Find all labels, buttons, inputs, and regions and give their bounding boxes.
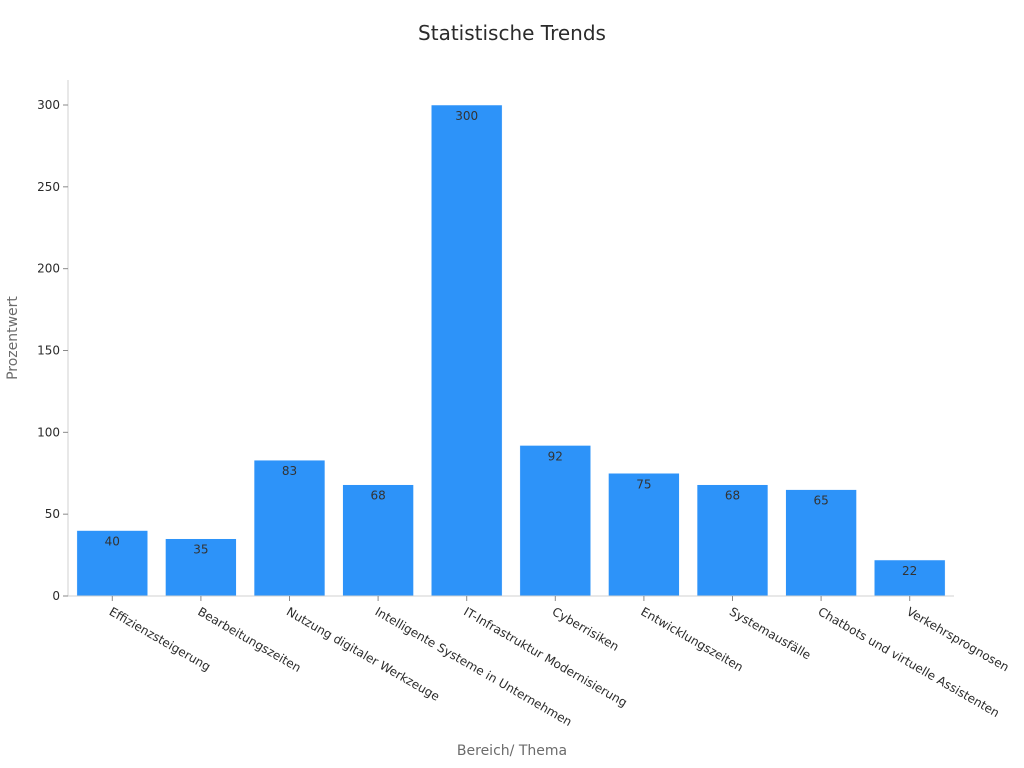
x-tick-label: Systemausfälle bbox=[727, 604, 813, 662]
y-axis-title: Prozentwert bbox=[5, 296, 21, 380]
bar bbox=[165, 538, 237, 597]
bar bbox=[431, 104, 503, 597]
bar bbox=[253, 459, 326, 597]
x-axis-title: Bereich/ Thema bbox=[457, 743, 567, 759]
chart-title: Statistische Trends bbox=[418, 21, 606, 45]
x-tick-label: Nutzung digitaler Werkzeuge bbox=[284, 604, 442, 703]
y-tick-label: 0 bbox=[52, 589, 60, 603]
data-labels-group: 40 35 83 68 300 92 75 68 65 22 bbox=[105, 109, 918, 578]
bar bbox=[696, 484, 769, 597]
bar bbox=[785, 489, 857, 597]
y-tick-label: 250 bbox=[37, 180, 60, 194]
bar-value-label: 83 bbox=[282, 464, 297, 478]
bar bbox=[874, 559, 946, 597]
bar-value-label: 40 bbox=[105, 535, 120, 549]
y-tick-label: 300 bbox=[37, 98, 60, 112]
x-tick-label: Chatbots und virtuelle Assistenten bbox=[816, 604, 1002, 720]
y-tick-label: 150 bbox=[37, 344, 60, 358]
bar bbox=[608, 473, 680, 597]
bar-value-label: 75 bbox=[636, 477, 651, 491]
x-tick-label: Cyberrisiken bbox=[550, 604, 622, 653]
y-tick-label: 100 bbox=[37, 425, 60, 439]
bar-value-label: 22 bbox=[902, 564, 917, 578]
y-tick-label: 200 bbox=[37, 262, 60, 276]
bar-value-label: 92 bbox=[548, 449, 563, 463]
bar-value-label: 65 bbox=[813, 494, 828, 508]
bar-value-label: 35 bbox=[193, 543, 208, 557]
y-ticks-group: 0 50 100 150 200 250 300 bbox=[37, 98, 68, 603]
x-tick-label: IT-Infrastruktur Modernisierung bbox=[461, 604, 629, 709]
bar-value-label: 68 bbox=[725, 489, 740, 503]
bar bbox=[519, 445, 591, 597]
x-ticks-group: EffizienzsteigerungBearbeitungszeitenNut… bbox=[107, 596, 1011, 729]
bar bbox=[342, 484, 414, 597]
bar-value-label: 300 bbox=[455, 109, 478, 123]
bar bbox=[76, 530, 148, 597]
bars-group bbox=[76, 104, 946, 597]
bar-value-label: 68 bbox=[370, 489, 385, 503]
y-tick-label: 50 bbox=[45, 507, 60, 521]
